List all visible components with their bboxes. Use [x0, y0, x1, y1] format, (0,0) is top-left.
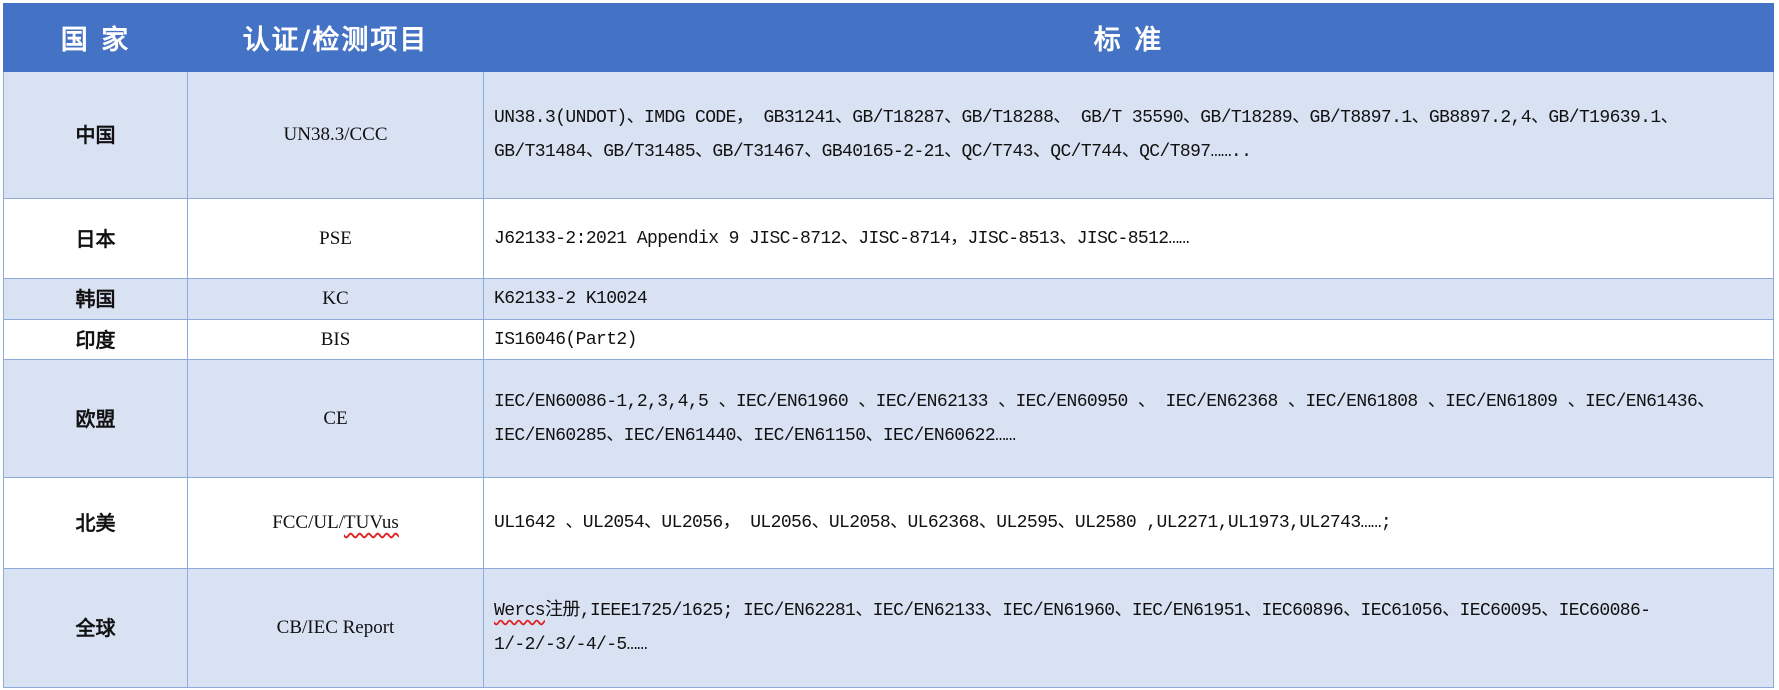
- cert-cell: UN38.3/CCC: [187, 71, 484, 199]
- standard-cell: K62133-2 K10024: [483, 278, 1774, 320]
- cert-prefix: FCC/UL/: [272, 512, 344, 533]
- standard-cell: UN38.3(UNDOT)、IMDG CODE， GB31241、GB/T182…: [483, 71, 1774, 199]
- cert-cell: CB/IEC Report: [187, 568, 484, 688]
- country-cell: 欧盟: [3, 359, 188, 478]
- table-row: 印度 BIS IS16046(Part2): [3, 319, 1774, 360]
- table-row: 中国 UN38.3/CCC UN38.3(UNDOT)、IMDG CODE， G…: [3, 71, 1774, 199]
- spellcheck-flagged-word: Wercs: [494, 601, 546, 621]
- header-cert: 认证/检测项目: [187, 3, 484, 72]
- cert-cell: FCC/UL/TUVus: [187, 477, 484, 569]
- standard-cell: IEC/EN60086-1,2,3,4,5 、IEC/EN61960 、IEC/…: [483, 359, 1774, 478]
- standard-cell: UL1642 、UL2054、UL2056， UL2056、UL2058、UL6…: [483, 477, 1774, 569]
- country-cell: 日本: [3, 198, 188, 279]
- header-standard: 标 准: [483, 3, 1774, 72]
- country-cell: 印度: [3, 319, 188, 360]
- header-country: 国 家: [3, 3, 188, 72]
- cert-cell: CE: [187, 359, 484, 478]
- standard-cell: J62133-2:2021 Appendix 9 JISC-8712、JISC-…: [483, 198, 1774, 279]
- standard-cell: IS16046(Part2): [483, 319, 1774, 360]
- spellcheck-flagged-word: TUVus: [344, 512, 399, 533]
- certification-table: 国 家 认证/检测项目 标 准 中国 UN38.3/CCC UN38.3(UND…: [3, 3, 1774, 688]
- country-cell: 全球: [3, 568, 188, 688]
- standard-text: 注册,IEEE1725/1625; IEC/EN62281、IEC/EN6213…: [494, 601, 1651, 655]
- table-row: 北美 FCC/UL/TUVus UL1642 、UL2054、UL2056， U…: [3, 477, 1774, 569]
- cert-cell: BIS: [187, 319, 484, 360]
- table-row: 日本 PSE J62133-2:2021 Appendix 9 JISC-871…: [3, 198, 1774, 279]
- country-cell: 北美: [3, 477, 188, 569]
- table-row: 韩国 KC K62133-2 K10024: [3, 278, 1774, 320]
- table-row: 全球 CB/IEC Report Wercs注册,IEEE1725/1625; …: [3, 568, 1774, 688]
- country-cell: 中国: [3, 71, 188, 199]
- country-cell: 韩国: [3, 278, 188, 320]
- cert-cell: PSE: [187, 198, 484, 279]
- cert-cell: KC: [187, 278, 484, 320]
- header-row: 国 家 认证/检测项目 标 准: [3, 3, 1774, 72]
- standard-cell: Wercs注册,IEEE1725/1625; IEC/EN62281、IEC/E…: [483, 568, 1774, 688]
- table-row: 欧盟 CE IEC/EN60086-1,2,3,4,5 、IEC/EN61960…: [3, 359, 1774, 478]
